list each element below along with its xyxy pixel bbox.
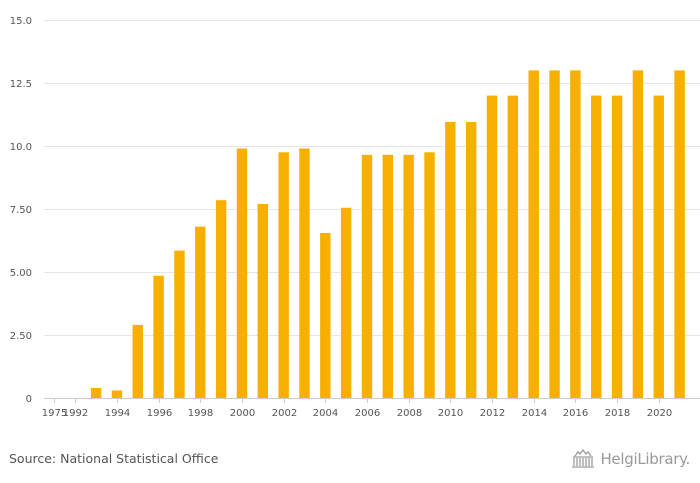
bar	[257, 203, 269, 398]
bar	[361, 154, 373, 398]
bar	[403, 154, 414, 398]
bar	[424, 152, 435, 398]
bar	[111, 390, 123, 398]
y-tick-label: 7.50	[10, 205, 32, 216]
bar	[382, 154, 394, 398]
x-tick-label: 2014	[522, 408, 547, 419]
bar	[215, 200, 227, 398]
bar	[549, 70, 560, 399]
bar	[236, 148, 248, 398]
x-tick-label: 2016	[563, 408, 588, 419]
x-tick-label: 2010	[438, 408, 463, 419]
bar	[591, 95, 602, 398]
x-tick-label: 1994	[105, 408, 130, 419]
bar	[528, 70, 539, 399]
bar	[632, 70, 644, 399]
bar	[507, 95, 519, 398]
brand-name: HelgiLibrary.	[600, 450, 690, 468]
x-tick-label: 1998	[188, 408, 213, 419]
y-tick-label: 5.00	[10, 268, 32, 279]
y-tick-label: 0	[26, 394, 32, 405]
x-tick-label: 2006	[355, 408, 380, 419]
bar	[674, 70, 685, 399]
bar	[320, 232, 331, 398]
x-tick-label: 2000	[230, 408, 255, 419]
bar	[132, 324, 143, 398]
brand-logo[interactable]: HelgiLibrary.	[570, 449, 690, 469]
x-tick-label: 2020	[647, 408, 672, 419]
x-tick-label: 1996	[147, 408, 172, 419]
y-tick-label: 2.50	[10, 331, 32, 342]
bar	[570, 70, 581, 399]
bar	[90, 387, 102, 398]
bar	[153, 275, 164, 398]
y-tick-label: 10.0	[10, 142, 32, 153]
x-tick-label: 2012	[480, 408, 505, 419]
bar	[340, 207, 352, 398]
bar	[278, 152, 289, 398]
bar	[445, 122, 456, 398]
bar	[174, 250, 185, 398]
x-tick-label: 2008	[397, 408, 422, 419]
bar	[299, 148, 310, 398]
bar	[611, 95, 623, 398]
y-tick-label: 15.0	[10, 16, 32, 27]
source-label: Source: National Statistical Office	[9, 451, 219, 466]
x-tick-label: 1992	[63, 408, 88, 419]
x-tick-label: 2018	[605, 408, 630, 419]
library-building-icon	[572, 449, 595, 468]
x-tick-label: 2002	[272, 408, 297, 419]
bar	[486, 95, 498, 398]
bar	[653, 95, 664, 398]
x-tick-label: 2004	[313, 408, 338, 419]
y-tick-label: 12.5	[10, 79, 32, 90]
bar	[465, 122, 477, 398]
chart-footer: Source: National Statistical Office Helg…	[0, 440, 700, 483]
x-tick-label: 1975	[42, 408, 67, 419]
bar	[195, 226, 206, 398]
